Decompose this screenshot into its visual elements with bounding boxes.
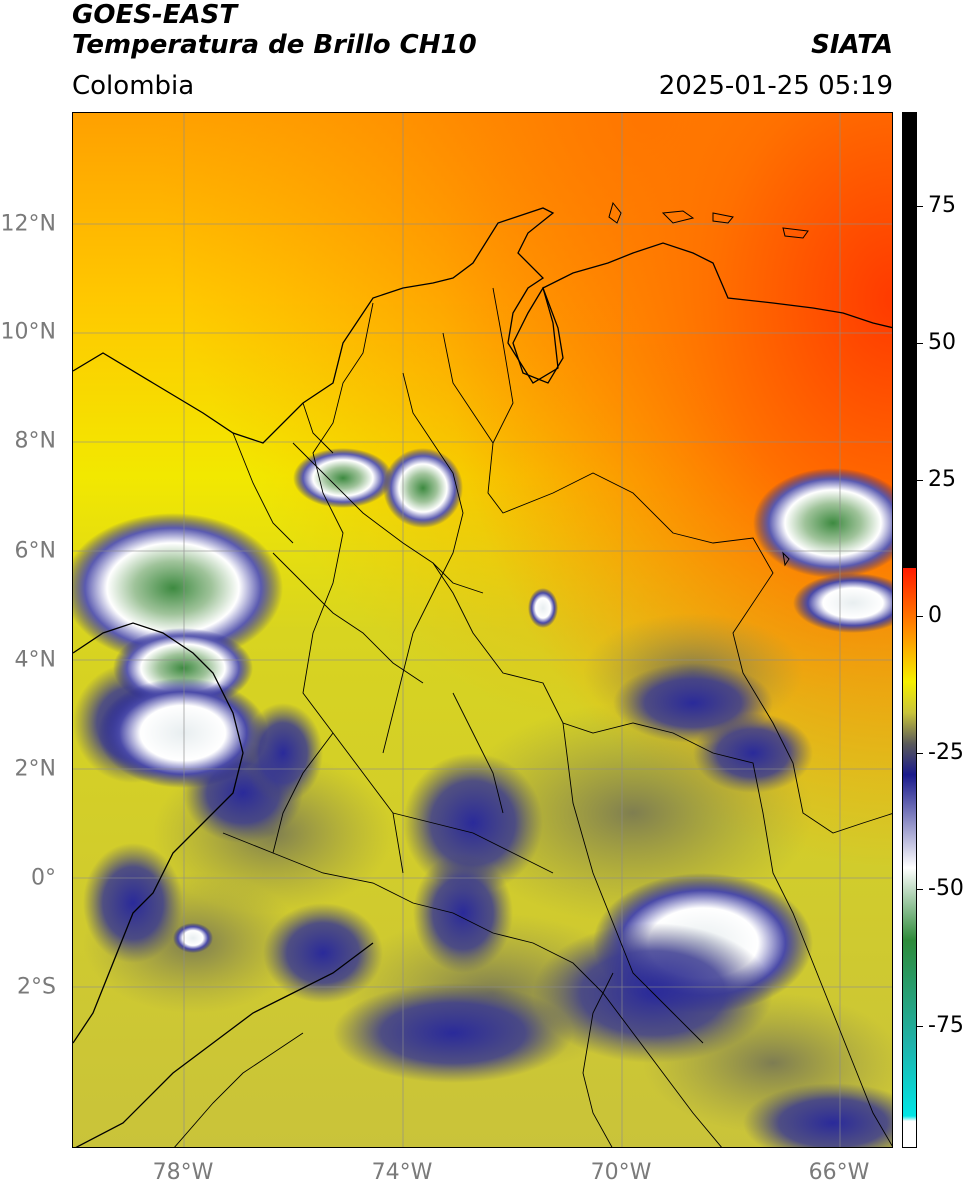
agency-label: SIATA [811, 30, 893, 60]
region-label: Colombia [72, 71, 195, 101]
lat-tick-label: 4°N [14, 647, 56, 673]
lat-tick-label: 12°N [0, 211, 56, 237]
colorbar-tick [917, 616, 923, 617]
lon-tick-label: 66°W [808, 1160, 870, 1185]
satellite-title: GOES-EAST [72, 0, 238, 30]
lon-tick-label: 70°W [590, 1160, 652, 1185]
product-title: Temperatura de Brillo CH10 [72, 30, 477, 60]
colorbar-tick-label: -25 [928, 740, 964, 765]
lat-tick-label: 8°N [14, 428, 56, 454]
colorbar-tick [917, 889, 923, 890]
lon-tick-label: 74°W [371, 1160, 433, 1185]
lat-tick-label: 0° [31, 865, 56, 891]
colorbar-tick [917, 343, 923, 344]
colorbar-tick-label: 75 [928, 193, 956, 218]
colorbar-tick [917, 480, 923, 481]
colorbar [902, 112, 917, 1148]
lat-tick-label: 6°N [14, 538, 56, 564]
colorbar-tick-label: 0 [928, 603, 942, 628]
lat-tick-label: 2°S [17, 974, 56, 1000]
lat-tick-label: 2°N [14, 756, 56, 782]
colorbar-tick [917, 753, 923, 754]
colorbar-tick [917, 206, 923, 207]
colorbar-tick-label: 50 [928, 330, 956, 355]
colorbar-tick-label: -75 [928, 1013, 964, 1038]
datetime-label: 2025-01-25 05:19 [658, 71, 893, 101]
lat-tick-label: 10°N [0, 319, 56, 345]
colorbar-tick-label: 25 [928, 467, 956, 492]
satellite-map[interactable] [72, 112, 893, 1148]
lon-tick-label: 78°W [152, 1160, 214, 1185]
colorbar-tick [917, 1026, 923, 1027]
colorbar-tick-label: -50 [928, 876, 964, 901]
